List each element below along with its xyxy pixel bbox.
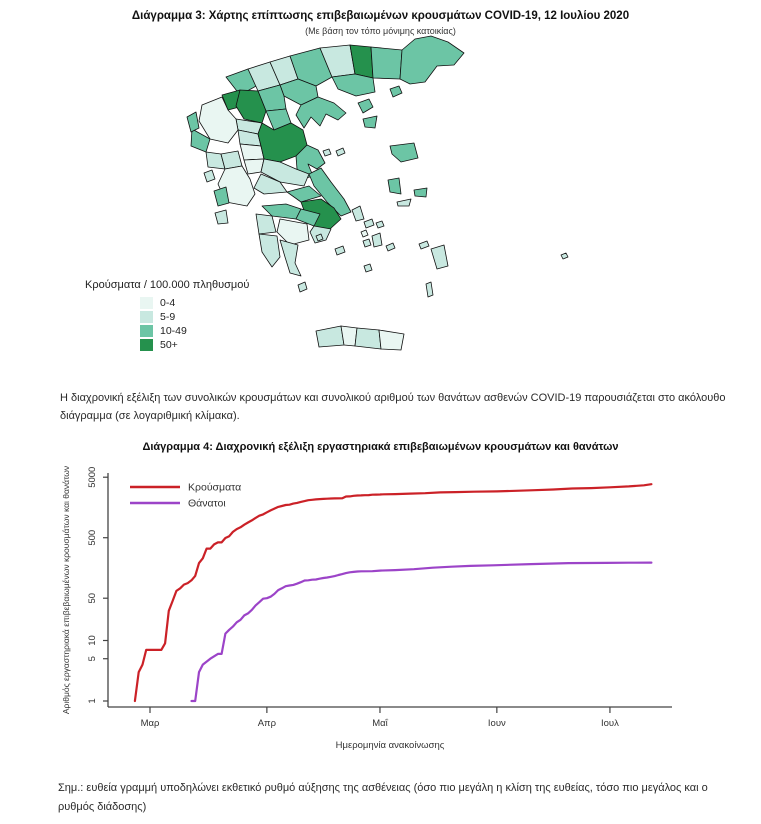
region-skiathos: [322, 148, 332, 157]
region-serres: [289, 47, 333, 87]
region-andros: [351, 205, 365, 222]
legend-swatch-icon: [140, 338, 153, 351]
y-axis-title: Αριθμός εργαστηριακά επιβεβαιωμένων κρου…: [61, 466, 71, 714]
chart-canvas: 1 5 10 50 500 5000 Μαρ Απρ Μαΐ Ιουν Ιουλ Ημερομηνία…: [61, 466, 672, 751]
legend-swatch-icon: [140, 296, 153, 309]
y-tick-label: 50: [87, 593, 98, 604]
region-santorini: [363, 263, 373, 273]
region-rethymno: [340, 325, 358, 347]
region-ilia: [255, 213, 277, 235]
region-chalkidiki: [295, 96, 347, 129]
region-karpathos: [425, 281, 434, 298]
greece-choropleth-map: [186, 35, 569, 351]
y-tick-label: 10: [87, 635, 98, 646]
map-legend-rows: 0-4 5-9 10-49 50+: [85, 296, 249, 351]
legend-label: 0-4: [160, 296, 176, 309]
legend-label: 50+: [160, 338, 178, 351]
region-mykonos: [375, 220, 385, 229]
region-milos: [334, 245, 346, 256]
x-tick-label: Μαΐ: [372, 718, 388, 729]
figure4-title: Διάγραμμα 4: Διαχρονική εξέλιξη εργαστηρ…: [142, 441, 619, 453]
region-lesvos: [389, 142, 419, 163]
x-tick-label: Μαρ: [141, 718, 160, 729]
y-tick-label: 500: [87, 530, 98, 546]
region-viotia: [286, 185, 322, 203]
region-tinos: [363, 218, 375, 229]
y-tick-label: 1: [87, 698, 98, 703]
figure3-subtitle: (Με βάση τον τόπο μόνιμης κατοικίας): [305, 26, 456, 36]
legend-row: 5-9: [140, 310, 249, 323]
map-regions: [186, 35, 569, 351]
region-fthiotida: [260, 158, 310, 187]
region-fokida: [253, 173, 288, 195]
x-tick-label: Ιουλ: [601, 718, 619, 729]
region-amorgos: [385, 242, 396, 252]
map-legend: Κρούσματα / 100.000 πληθυσμού 0-4 5-9 10-4…: [85, 279, 249, 352]
region-lefkada: [203, 169, 216, 183]
legend-row: 0-4: [140, 296, 249, 309]
legend-label: 5-9: [160, 310, 176, 323]
chart-wrap: 1 5 10 50 500 5000 Μαρ Απρ Μαΐ Ιουν Ιουλ Ημερομηνία…: [55, 455, 715, 770]
y-tick-label: 5000: [87, 467, 98, 488]
x-axis-title: Ημερομηνία ανακοίνωσης: [336, 740, 445, 751]
region-lasithi: [378, 329, 405, 351]
region-chios: [387, 177, 402, 195]
region-messinia: [258, 233, 281, 268]
chart-legend-label: Κρούσματα: [188, 482, 241, 494]
region-alonnisos: [335, 147, 346, 157]
region-paros: [362, 238, 372, 248]
x-tick-label: Ιουν: [488, 718, 506, 729]
body-paragraph: Η διαχρονική εξέλιξη των συνολικών κρουσ…: [60, 392, 726, 422]
region-kythira: [297, 281, 308, 293]
region-kerkyra: [186, 111, 200, 133]
region-kastellorizo: [560, 252, 569, 260]
region-syros: [360, 229, 369, 238]
legend-swatch-icon: [140, 310, 153, 323]
region-evia: [308, 167, 352, 217]
region-kos: [418, 240, 430, 250]
region-rodopi: [370, 46, 403, 80]
legend-row: 10-49: [140, 324, 249, 337]
series-line-Θάνατοι: [190, 561, 653, 703]
region-thasos: [357, 98, 374, 114]
region-limnos: [362, 115, 378, 129]
y-tick-label: 5: [87, 656, 98, 661]
region-evros: [399, 35, 465, 85]
region-kefalonia: [213, 186, 230, 207]
legend-row: 50+: [140, 338, 249, 351]
legend-swatch-icon: [140, 324, 153, 337]
legend-label: 10-49: [160, 324, 187, 337]
chart-legend-label: Θάνατοι: [188, 498, 226, 510]
region-arkadia: [276, 218, 310, 246]
region-kavala: [331, 73, 376, 97]
x-tick-label: Απρ: [258, 718, 277, 729]
series-line-Κρούσματα: [133, 483, 653, 703]
region-lakonia: [279, 239, 302, 277]
region-karditsa: [239, 143, 265, 161]
region-aigina: [315, 233, 324, 242]
region-naxos: [371, 232, 383, 248]
region-zakynthos: [214, 209, 229, 225]
region-chania: [315, 325, 345, 348]
footnote: Σημ.: ευθεία γραμμή υποδηλώνει εκθετικό …: [58, 782, 708, 813]
region-ikaria: [396, 198, 412, 207]
map-legend-title: Κρούσματα / 100.000 πληθυσμού: [85, 279, 250, 291]
region-irakleio: [354, 327, 382, 350]
region-samothraki: [389, 85, 403, 98]
region-samos: [413, 187, 428, 198]
region-rodos: [430, 244, 449, 270]
figure3-title: Διάγραμμα 3: Χάρτης επίπτωσης επιβεβαιωμ…: [131, 10, 630, 22]
